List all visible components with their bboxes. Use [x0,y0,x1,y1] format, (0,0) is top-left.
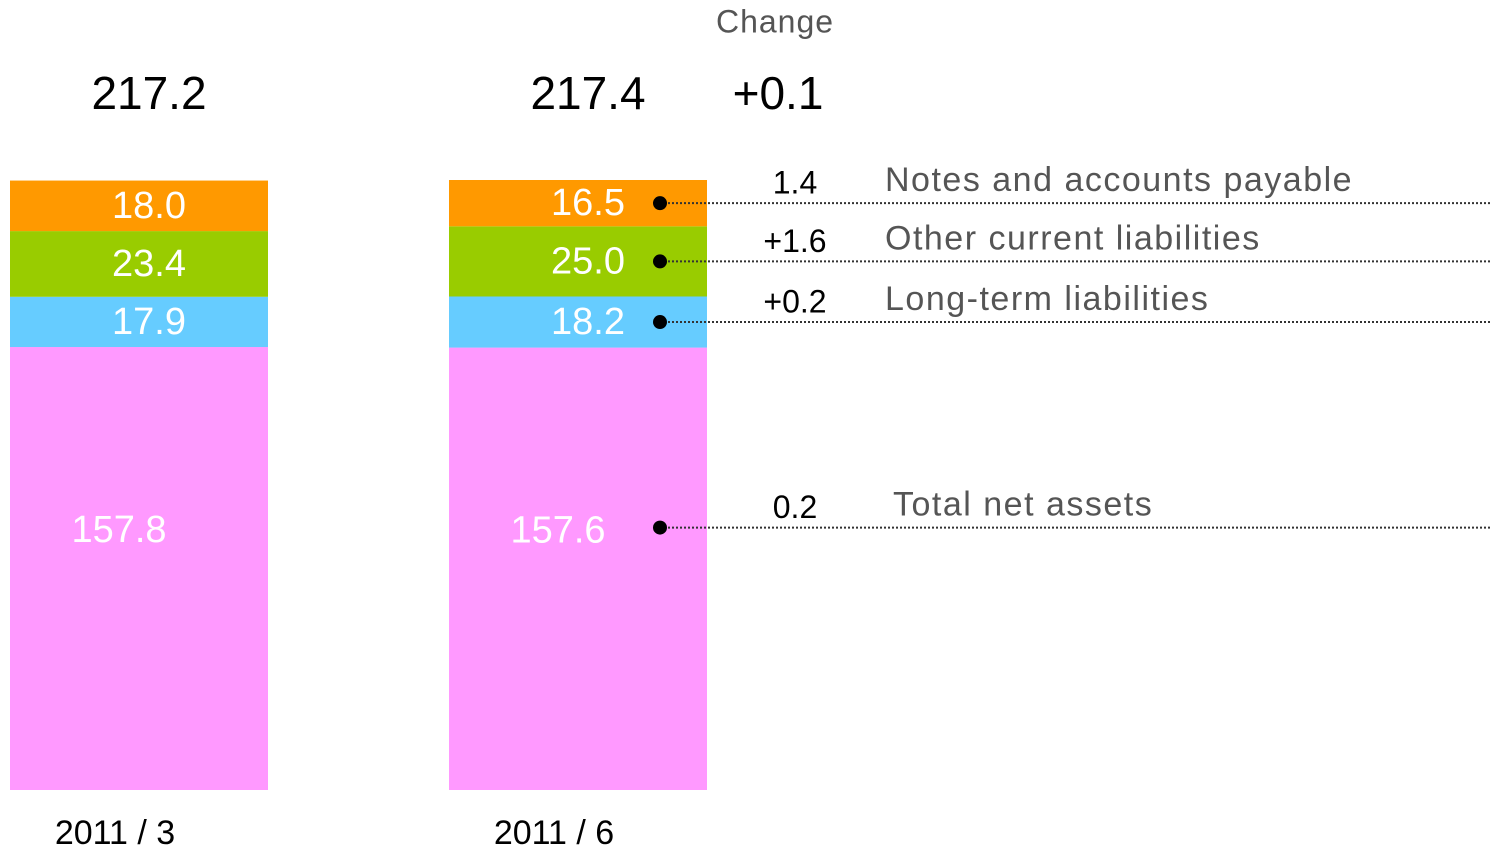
leader-dot [653,254,667,269]
category-label: 2011 / 6 [494,814,614,852]
change-label: 1.4 [773,165,817,201]
total-label: 217.4 [530,67,645,119]
bar-segment [10,296,268,348]
value-label: 17.9 [112,301,186,343]
legend-label: Total net assets [893,486,1153,524]
value-label: 16.5 [551,182,625,224]
category-label: 2011 / 3 [55,814,175,852]
value-label: 157.6 [510,510,605,552]
change-label: +0.2 [763,283,826,319]
value-label: 18.0 [112,185,186,227]
value-label: 23.4 [112,243,186,285]
leader-dot [653,315,667,330]
bar-segment [449,347,707,790]
value-label: 18.2 [551,301,625,343]
change-header: Change [716,3,834,39]
bar-segment [10,180,268,232]
legend-label: Notes and accounts payable [885,161,1353,199]
total-change: +0.1 [733,67,824,119]
total-label: 217.2 [91,67,206,119]
value-label: 157.8 [71,509,166,551]
legend-label: Long-term liabilities [885,280,1209,318]
change-label: +1.6 [763,223,826,259]
bar-segment [10,231,268,297]
change-label: 0.2 [773,489,817,525]
leader-dot [653,196,667,211]
leader-dot [653,520,667,535]
value-label: 25.0 [551,240,625,282]
legend-label: Other current liabilities [885,219,1261,257]
bar-segment [10,347,268,790]
